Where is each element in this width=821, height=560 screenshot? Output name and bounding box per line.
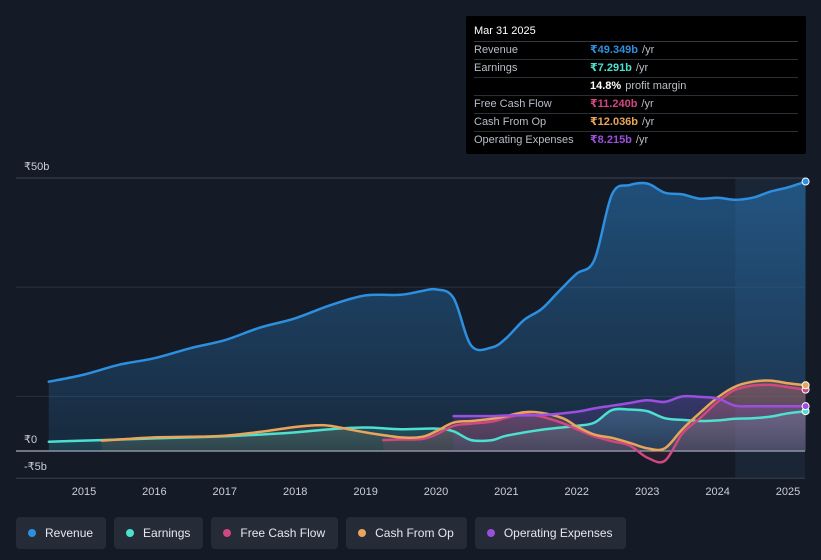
legend-item-free-cash-flow[interactable]: Free Cash Flow	[211, 517, 339, 549]
revenue-line	[47, 180, 807, 383]
legend-dot-icon	[223, 529, 232, 537]
x-tick-label-2023: 2023	[635, 486, 659, 498]
x-tick-label-2021: 2021	[494, 486, 518, 498]
operating-expenses-line	[452, 394, 807, 418]
tooltip-label: Revenue	[474, 44, 519, 56]
x-tick-label-2016: 2016	[142, 486, 166, 498]
revenue-end-point	[801, 177, 810, 186]
tooltip-row-operating-expenses: Operating Expenses ₹8.215b/yr	[474, 132, 798, 149]
tooltip-value: ₹12.036b	[590, 116, 639, 128]
tooltip-value: ₹7.291b	[590, 62, 632, 74]
legend-item-earnings[interactable]: Earnings	[114, 517, 204, 549]
y-tick-label-1: ₹0	[24, 434, 37, 446]
tooltip-unit: /yr	[641, 98, 654, 110]
x-tick-label-2025: 2025	[776, 486, 800, 498]
x-tick-label-2020: 2020	[424, 486, 448, 498]
free-cash-flow-line	[381, 383, 807, 464]
tooltip-value: ₹8.215b	[590, 134, 632, 146]
legend-label: Earnings	[143, 526, 191, 540]
tooltip-unit: /yr	[642, 44, 655, 56]
tooltip-label: Free Cash Flow	[474, 98, 552, 110]
tooltip-rows: Revenue ₹49.349b/yr Earnings ₹7.291b/yr 14.8…	[474, 42, 798, 149]
operating-expenses-area	[453, 396, 806, 451]
tooltip-label: Earnings	[474, 62, 518, 74]
legend-dot-icon	[126, 529, 135, 537]
x-tick-label-2018: 2018	[283, 486, 307, 498]
legend-label: Cash From Op	[375, 526, 454, 540]
tooltip-row-profit-margin: 14.8% profit margin	[474, 78, 798, 96]
tooltip-unit: profit margin	[625, 80, 687, 92]
legend-label: Free Cash Flow	[240, 526, 326, 540]
x-tick-label-2017: 2017	[213, 486, 237, 498]
legend-label: Revenue	[45, 526, 94, 540]
tooltip-unit: /yr	[635, 134, 649, 146]
tooltip-label	[474, 78, 590, 95]
tooltip-unit: /yr	[635, 62, 649, 74]
tooltip-row-cash-from-op: Cash From Op ₹12.036b/yr	[474, 114, 798, 132]
x-tick-label-2022: 2022	[565, 486, 589, 498]
legend-item-cash-from-op[interactable]: Cash From Op	[346, 517, 467, 549]
tooltip-value: ₹49.349b	[590, 44, 639, 56]
revenue-area	[48, 181, 806, 451]
x-tick-label-2019: 2019	[353, 486, 377, 498]
x-tick-label-2024: 2024	[705, 486, 729, 498]
legend: Revenue Earnings Free Cash Flow Cash From O…	[16, 517, 634, 549]
tooltip-unit: /yr	[642, 116, 655, 128]
legend-item-operating-expenses[interactable]: Operating Expenses	[474, 517, 626, 549]
tooltip: Mar 31 2025 Revenue ₹49.349b/yr Earnings ₹7…	[466, 16, 806, 154]
tooltip-label: Operating Expenses	[474, 134, 574, 146]
cash-from-op-line	[100, 379, 807, 452]
tooltip-row-earnings: Earnings ₹7.291b/yr	[474, 60, 798, 78]
legend-dot-icon	[358, 529, 367, 537]
legend-item-revenue[interactable]: Revenue	[16, 517, 107, 549]
tooltip-date: Mar 31 2025	[474, 24, 798, 42]
tooltip-label: Cash From Op	[474, 116, 547, 128]
tooltip-row-revenue: Revenue ₹49.349b/yr	[474, 42, 798, 60]
tooltip-row-free-cash-flow: Free Cash Flow ₹11.240b/yr	[474, 96, 798, 114]
legend-dot-icon	[486, 529, 495, 537]
operating-expenses-end-point	[801, 402, 810, 411]
tooltip-value: 14.8%	[590, 80, 622, 92]
x-tick-label-2015: 2015	[72, 486, 96, 498]
legend-dot-icon	[28, 529, 36, 537]
y-tick-label-0: ₹50b	[24, 161, 49, 173]
tooltip-value: ₹11.240b	[590, 98, 638, 110]
legend-label: Operating Expenses	[503, 526, 613, 540]
cash-from-op-end-point	[801, 381, 810, 390]
y-tick-label-2: -₹5b	[24, 461, 47, 473]
